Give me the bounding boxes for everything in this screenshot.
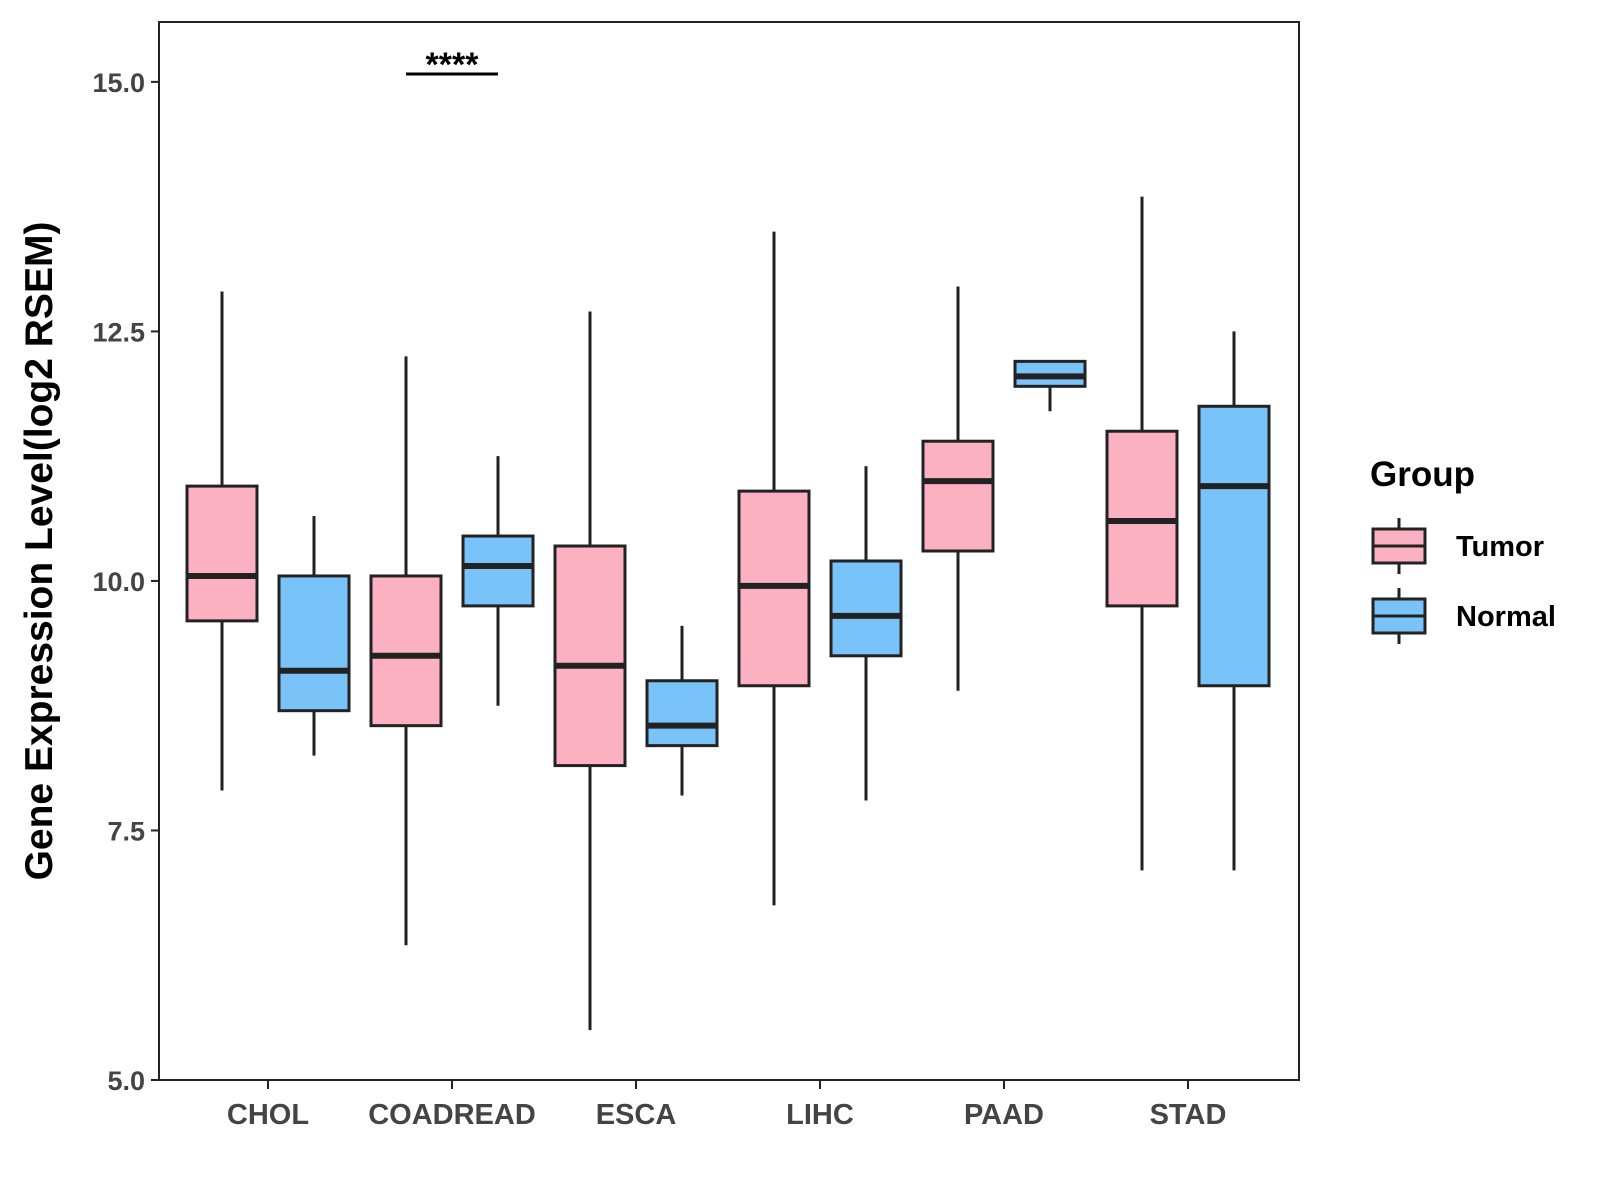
box-tumor-chol bbox=[185, 291, 259, 791]
box-tumor-coadread bbox=[369, 356, 443, 946]
box-normal-lihc bbox=[829, 466, 903, 801]
x-tick-label: LIHC bbox=[786, 1099, 854, 1131]
box-body bbox=[461, 534, 535, 608]
box-normal-chol bbox=[277, 516, 351, 756]
box-body bbox=[369, 574, 443, 728]
x-tick-label: ESCA bbox=[596, 1099, 677, 1131]
box-body bbox=[921, 439, 995, 553]
x-axis: CHOL COADREAD ESCA LIHC PAAD STAD bbox=[227, 1080, 1226, 1131]
box-normal-coadread bbox=[461, 456, 535, 706]
box-tumor-lihc bbox=[737, 231, 811, 906]
legend-item-tumor: Tumor bbox=[1371, 518, 1544, 574]
legend-label: Tumor bbox=[1456, 531, 1544, 563]
box-normal-paad bbox=[1013, 359, 1087, 412]
box-tumor-esca bbox=[553, 311, 627, 1031]
y-tick-label: 5.0 bbox=[107, 1066, 145, 1096]
y-axis: 5.0 7.5 10.0 12.5 15.0 bbox=[92, 68, 159, 1096]
significance-annotations: **** bbox=[406, 46, 498, 84]
box-body bbox=[185, 484, 259, 623]
box-body bbox=[553, 544, 627, 768]
box-body bbox=[277, 574, 351, 713]
y-tick-label: 12.5 bbox=[92, 317, 145, 347]
box-series bbox=[185, 196, 1271, 1031]
x-tick-label: PAAD bbox=[964, 1099, 1044, 1131]
y-tick-label: 10.0 bbox=[92, 567, 145, 597]
box-tumor-paad bbox=[921, 286, 995, 691]
y-axis-title: Gene Expression Level(log2 RSEM) bbox=[18, 222, 61, 881]
box-body bbox=[829, 559, 903, 658]
significance-label: **** bbox=[426, 46, 480, 84]
box-body bbox=[1197, 404, 1271, 688]
legend-title: Group bbox=[1370, 455, 1475, 494]
box-body bbox=[645, 679, 719, 748]
y-tick-label: 7.5 bbox=[107, 816, 145, 846]
box-normal-esca bbox=[645, 625, 719, 796]
x-tick-label: STAD bbox=[1150, 1099, 1227, 1131]
y-tick-label: 15.0 bbox=[92, 68, 145, 98]
x-tick-label: CHOL bbox=[227, 1099, 309, 1131]
legend-item-normal: Normal bbox=[1371, 588, 1556, 644]
box-tumor-stad bbox=[1105, 196, 1179, 871]
x-tick-label: COADREAD bbox=[368, 1099, 536, 1131]
legend-label: Normal bbox=[1456, 601, 1556, 633]
box-normal-stad bbox=[1197, 331, 1271, 871]
legend: Group Tumor Normal bbox=[1370, 455, 1556, 644]
